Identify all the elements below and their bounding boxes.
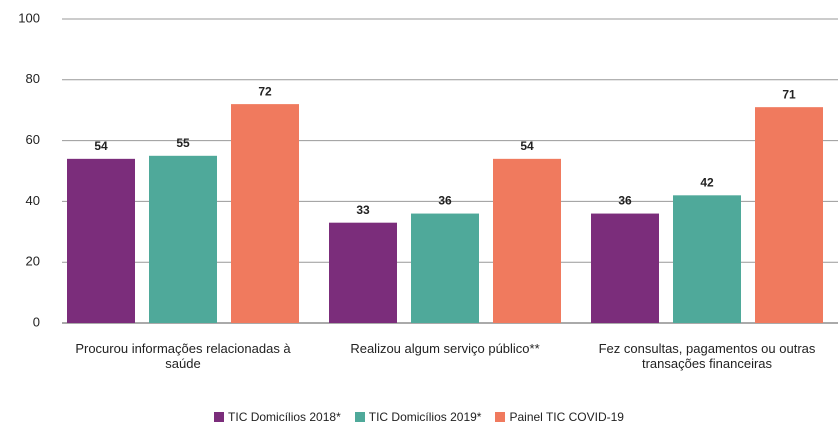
bar xyxy=(673,195,741,323)
bar xyxy=(591,213,659,323)
bar xyxy=(755,107,823,323)
data-label: 36 xyxy=(618,194,632,208)
bar xyxy=(329,222,397,323)
x-tick-label: Fez consultas, pagamentos ou outras tran… xyxy=(598,341,816,371)
x-tick-label: Procurou informações relacionadas à saúd… xyxy=(75,341,291,371)
y-tick-label: 100 xyxy=(18,10,40,25)
bar xyxy=(493,158,561,323)
y-tick-label: 40 xyxy=(26,193,40,208)
bar xyxy=(411,213,479,323)
legend-item: TIC Domicílios 2019* xyxy=(354,410,482,424)
legend-label: TIC Domicílios 2018* xyxy=(228,410,341,424)
legend-swatch xyxy=(354,412,365,422)
y-tick-label: 0 xyxy=(33,314,40,329)
legend-item: TIC Domicílios 2018* xyxy=(214,410,341,424)
data-label: 71 xyxy=(782,87,796,101)
y-tick-label: 80 xyxy=(26,71,40,86)
data-label: 42 xyxy=(700,175,714,189)
legend-label: TIC Domicílios 2019* xyxy=(368,410,482,424)
data-label: 55 xyxy=(176,136,190,150)
bar xyxy=(231,104,299,324)
legend-swatch xyxy=(214,412,225,422)
legend-swatch xyxy=(495,412,506,422)
y-tick-label: 20 xyxy=(26,254,40,269)
legend-label: Painel TIC COVID-19 xyxy=(509,410,624,424)
data-label: 54 xyxy=(94,139,108,153)
y-tick-label: 60 xyxy=(26,132,40,147)
x-tick-label: Realizou algum serviço público** xyxy=(350,341,540,356)
data-label: 54 xyxy=(520,139,534,153)
bar xyxy=(149,155,217,323)
data-label: 36 xyxy=(438,194,452,208)
bar xyxy=(67,158,135,323)
data-label: 72 xyxy=(258,84,272,98)
legend-item: Painel TIC COVID-19 xyxy=(495,410,624,424)
data-label: 33 xyxy=(356,203,370,217)
legend: TIC Domicílios 2018* TIC Domicílios 2019*… xyxy=(0,410,838,424)
